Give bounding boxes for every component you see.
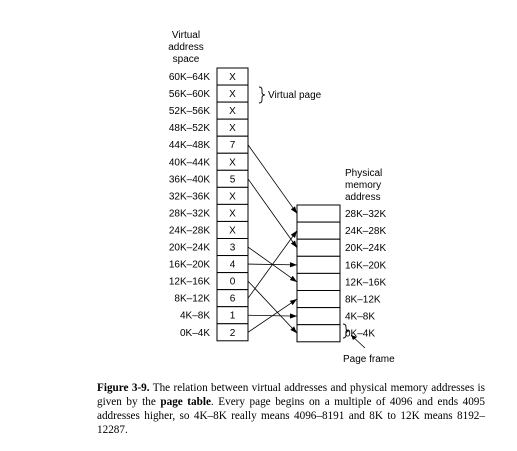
mapping-arrow-line [247,298,298,333]
frame-number: 3 [230,243,236,254]
frame-number: 6 [230,294,236,305]
physical-range-label: 28K–32K [345,209,386,220]
physical-range-label: 0K–4K [345,329,375,340]
physical-range-label: 24K–28K [345,226,386,237]
frame-number: 1 [230,311,236,322]
physical-range-label: 16K–20K [345,260,386,271]
virtual-range-label: 20K–24K [169,243,210,254]
virtual-range-label: 52K–56K [169,106,210,117]
physical-frame-cell [296,255,341,274]
frame-number: X [229,191,236,202]
physical-memory-title-line2: memory [345,180,381,191]
frame-number: 7 [230,140,236,151]
physical-frame-cell [296,307,341,326]
virtual-range-label: 28K–32K [169,208,210,219]
physical-frame-cell [296,272,341,291]
figure-caption: Figure 3-9. The relation between virtual… [97,381,485,437]
physical-range-label: 4K–8K [345,312,375,323]
physical-frame-cell [296,238,341,257]
frame-number: 2 [230,328,236,339]
caption-text-part2: . Every page begins on a multiple of 409… [97,396,485,436]
mapping-arrowhead [290,240,297,248]
physical-frame-cell [296,221,341,240]
virtual-range-label: 44K–48K [169,140,210,151]
virtual-space-title-line2: address [168,42,204,53]
frame-number: X [229,208,236,219]
virtual-range-label: 24K–28K [169,225,210,236]
virtual-range-label: 0K–4K [180,328,210,339]
mapping-arrowhead [290,326,297,334]
virtual-range-label: 16K–20K [169,260,210,271]
frame-number: X [229,123,236,134]
virtual-space-title-line3: space [173,54,200,65]
frame-number: 0 [230,277,236,288]
physical-frame-cell [296,324,341,343]
physical-memory-title-line1: Physical [345,168,382,179]
page-frame-pointer-arrowhead [351,335,357,340]
mapping-arrow-line [247,144,298,214]
frame-number: X [229,225,236,236]
physical-range-label: 12K–16K [345,277,386,288]
mapping-arrow-line [247,280,298,334]
virtual-range-label: 32K–36K [169,191,210,202]
virtual-range-label: 56K–60K [169,89,210,100]
virtual-range-label: 40K–44K [169,157,210,168]
frame-number: X [229,157,236,168]
mapping-arrows [247,144,298,334]
virtual-page-label: Virtual page [268,90,322,101]
frame-number: 5 [230,174,236,185]
virtual-page-table: 60K–64K X 56K–60K X 52K–56K X 48K–52K X 44K–48K 7… [169,67,249,342]
mapping-arrow-line [247,230,298,299]
virtual-range-label: 8K–12K [174,294,210,305]
virtual-space-title-line1: Virtual [172,30,200,41]
mapping-arrow-line [247,178,298,248]
caption-text-part1: The relation between virtual addresses a… [97,382,485,408]
virtual-range-label: 36K–40K [169,174,210,185]
mapping-arrowhead [290,206,297,214]
mapping-arrowhead [289,313,297,319]
frame-number: X [229,89,236,100]
mapping-arrowhead [289,262,297,268]
virtual-range-label: 4K–8K [180,311,210,322]
mapping-arrowhead [290,230,297,238]
page-frame-brace [342,323,350,339]
physical-range-label: 8K–12K [345,295,381,306]
physical-memory-title-line3: address [345,192,381,203]
virtual-range-label: 48K–52K [169,123,210,134]
mapping-arrowhead [289,275,297,282]
frame-number: X [229,106,236,117]
caption-figure-number: Figure 3-9. [97,382,150,394]
physical-frame-table: 28K–32K 24K–28K 20K–24K 16K–20K 12K–16K 8K–12… [296,204,386,343]
virtual-range-label: 60K–64K [169,72,210,83]
frame-number: X [229,72,236,83]
frame-number: 4 [230,260,236,271]
physical-range-label: 20K–24K [345,243,386,254]
mapping-arrowhead [289,299,297,306]
virtual-range-label: 12K–16K [169,277,210,288]
virtual-page-brace [258,86,266,104]
physical-frame-cell [296,204,341,223]
caption-bold-term: page table [160,396,211,408]
physical-frame-cell [296,290,341,309]
page-frame-label: Page frame [343,354,395,365]
